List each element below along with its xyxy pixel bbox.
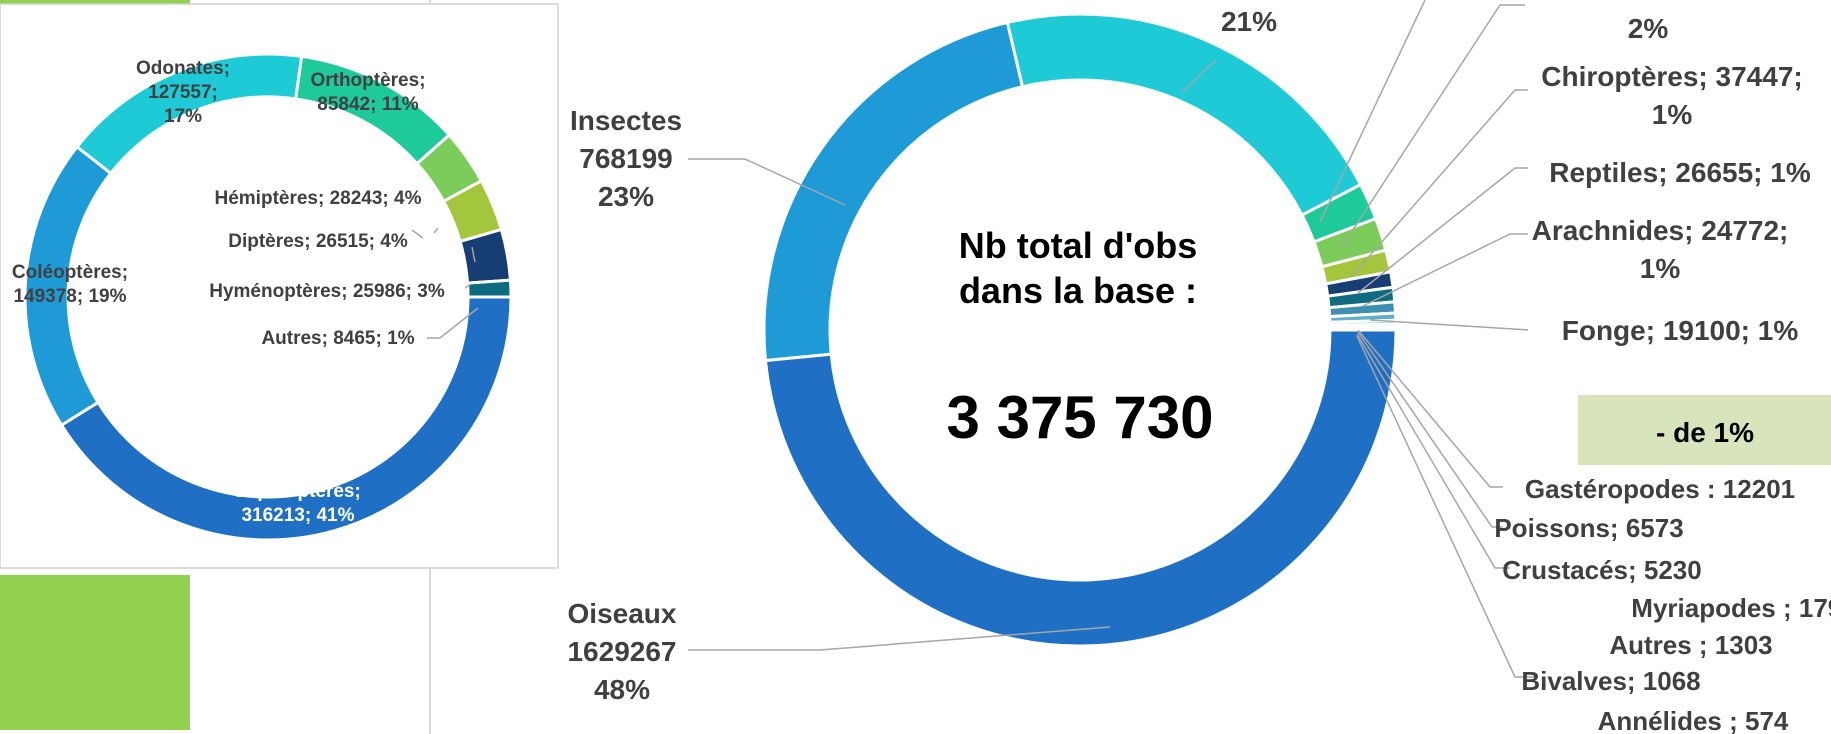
left-label-8-autres: Autres; 8465; 1% [261, 328, 414, 349]
right-slice-1-oiseaux [763, 328, 1398, 648]
left-label-2-coleopteres: Coléoptères; 149378; 19% [12, 262, 128, 307]
left-label-5-hemipteres: Hémiptères; 28243; 4% [215, 188, 422, 209]
left-slice-1-lepidopteres [59, 295, 513, 542]
right-label-13-myriapodes: Myriapodes ; 1791 [1631, 593, 1831, 623]
left-donut-ring [23, 52, 513, 542]
right-label-14-autres: Autres ; 1303 [1609, 630, 1772, 660]
center-total: 3 375 730 [947, 384, 1214, 451]
right-slice-3-unnamed [1005, 12, 1363, 218]
right-donut-ring [762, 12, 1398, 648]
right-label-12-crustaces: Crustacés; 5230 [1502, 555, 1701, 585]
center-title-line2: dans la base : [959, 270, 1197, 311]
right-label-9-fonge: Fonge; 19100; 1% [1562, 315, 1799, 346]
right-label-5-amphibiens: 2% [1628, 13, 1669, 44]
minor-badge [1578, 395, 1831, 465]
right-label-3-unnamed: 21% [1221, 6, 1277, 37]
left-leader-lines [411, 227, 479, 339]
right-label-6-chiropteres: Chiroptères; 37447; 1% [1541, 61, 1802, 130]
left-label-7-hymenopteres: Hyménoptères; 25986; 3% [209, 281, 445, 302]
right-label-2-insectes: Insectes 768199 23% [570, 105, 682, 212]
right-leader-lines [688, 0, 1535, 678]
accent-block-bottom [0, 575, 190, 730]
left-labels: Lépidoptères; 316213; 41% Coléoptères; 1493… [12, 58, 445, 526]
minor-badge-label: - de 1% [1656, 417, 1754, 448]
right-labels: Oiseaux 1629267 48% Insectes 768199 23% 21% 2% C… [567, 6, 1831, 734]
right-label-10-gasteropodes: Gastéropodes : 12201 [1525, 474, 1795, 504]
left-label-4-orthopteres: Orthoptères; 85842; 11% [310, 70, 425, 115]
left-label-6-dipteres: Diptères; 26515; 4% [228, 231, 408, 252]
right-label-16-annelides: Annélides ; 574 [1598, 706, 1789, 734]
right-label-1-oiseaux: Oiseaux 1629267 48% [567, 598, 676, 705]
left-label-3-odonates: Odonates; 127557; 17% [136, 58, 230, 127]
center-title-line1: Nb total d'obs [959, 225, 1198, 266]
right-label-7-reptiles: Reptiles; 26655; 1% [1549, 157, 1811, 188]
right-label-11-poissons: Poissons; 6573 [1494, 513, 1683, 543]
left-label-1-lepidopteres: Lépidoptères; 316213; 41% [235, 481, 361, 526]
right-label-8-arachnides: Arachnides; 24772; 1% [1532, 215, 1789, 284]
left-slice-8-autres [465, 278, 513, 299]
right-label-15-bivalves: Bivalves; 1068 [1521, 666, 1700, 696]
